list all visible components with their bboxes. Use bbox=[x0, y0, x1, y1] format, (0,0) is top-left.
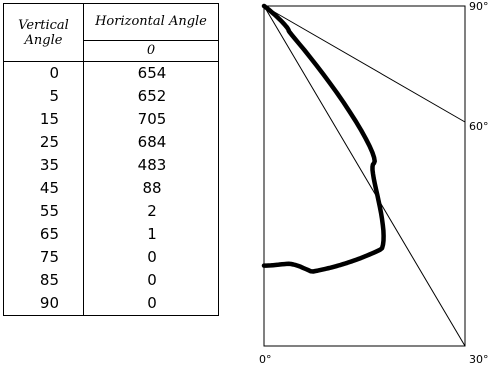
candela-value-cell: 654 bbox=[83, 61, 219, 85]
candela-value-cell: 0 bbox=[83, 269, 219, 292]
candela-value-cell: 483 bbox=[83, 154, 219, 177]
table-row: 45 88 bbox=[3, 177, 219, 200]
angle-line-30 bbox=[263, 5, 466, 347]
candela-value-cell: 0 bbox=[83, 246, 219, 269]
table-row: 35 483 bbox=[3, 154, 219, 177]
table-row: 85 0 bbox=[3, 269, 219, 292]
candela-value-cell: 684 bbox=[83, 131, 219, 154]
table-row: 0 654 bbox=[3, 61, 219, 85]
vertical-angle-cell: 55 bbox=[3, 200, 84, 223]
candela-value-cell: 0 bbox=[83, 292, 219, 316]
photometric-table: Vertical Angle Horizontal Angle 0 0 654 5 6… bbox=[3, 3, 219, 316]
candela-value-cell: 2 bbox=[83, 200, 219, 223]
table-row: 5 652 bbox=[3, 85, 219, 108]
vertical-header-line-2: Angle bbox=[24, 32, 63, 48]
horizontal-angle-header: Horizontal Angle bbox=[83, 3, 219, 41]
vertical-header-line-1: Vertical bbox=[18, 17, 69, 33]
candela-value-cell: 705 bbox=[83, 108, 219, 131]
table-row: 25 684 bbox=[3, 131, 219, 154]
table-row: 15 705 bbox=[3, 108, 219, 131]
vertical-angle-cell: 75 bbox=[3, 246, 84, 269]
vertical-angle-cell: 45 bbox=[3, 177, 84, 200]
chart-frame bbox=[263, 5, 466, 347]
candela-value-cell: 1 bbox=[83, 223, 219, 246]
vertical-angle-cell: 85 bbox=[3, 269, 84, 292]
label-90-degrees: 90° bbox=[469, 0, 489, 13]
table-row: 90 0 bbox=[3, 292, 219, 316]
vertical-angle-cell: 25 bbox=[3, 131, 84, 154]
vertical-angle-cell: 65 bbox=[3, 223, 84, 246]
label-0-degrees: 0° bbox=[259, 353, 272, 366]
intensity-curve bbox=[261, 3, 386, 274]
label-30-degrees: 30° bbox=[469, 353, 489, 366]
horizontal-angle-subheader: 0 bbox=[83, 39, 219, 63]
angle-line-60 bbox=[263, 5, 466, 123]
vertical-angle-header: Vertical Angle bbox=[3, 3, 84, 62]
label-60-degrees: 60° bbox=[469, 120, 489, 133]
table-row: 55 2 bbox=[3, 200, 219, 223]
candela-value-cell: 652 bbox=[83, 85, 219, 108]
table-row: 75 0 bbox=[3, 246, 219, 269]
vertical-angle-cell: 90 bbox=[3, 292, 84, 316]
table-row: 65 1 bbox=[3, 223, 219, 246]
candela-value-cell: 88 bbox=[83, 177, 219, 200]
